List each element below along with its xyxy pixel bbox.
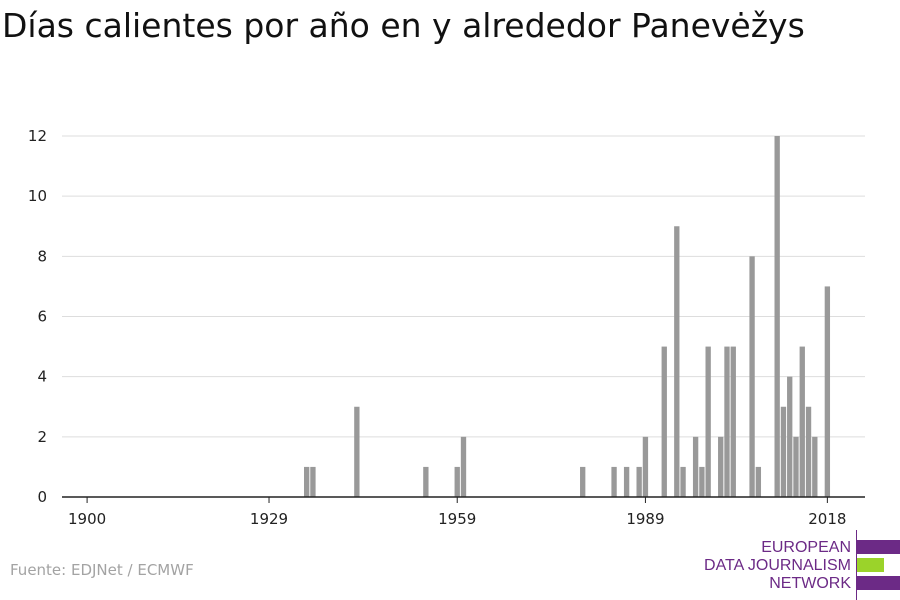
bar [674, 226, 680, 497]
bar [636, 466, 642, 497]
bar [692, 436, 699, 497]
y-tick-label: 4 [37, 368, 47, 386]
y-tick-label: 12 [28, 127, 47, 145]
bar [824, 286, 831, 497]
logo-line-3: NETWORK [769, 575, 851, 592]
y-tick-label: 2 [37, 428, 47, 446]
bar [454, 466, 460, 497]
y-tick-label: 6 [37, 308, 47, 326]
bar [310, 466, 316, 497]
bar [661, 346, 667, 497]
y-tick-label: 8 [37, 247, 47, 265]
y-tick-label: 10 [28, 187, 47, 205]
x-tick-label: 2018 [808, 510, 846, 528]
bar [730, 346, 736, 497]
source-note: Fuente: EDJNet / ECMWF [10, 561, 194, 579]
logo-line-2: DATA JOURNALISM [704, 557, 851, 574]
bar [699, 466, 705, 497]
chart-title: Días calientes por año en y alrededor Pa… [2, 6, 805, 45]
logo-line-1: EUROPEAN [761, 539, 851, 556]
bar [755, 466, 762, 497]
bar [680, 466, 686, 497]
bar [303, 466, 310, 497]
x-tick-label: 1959 [438, 510, 476, 528]
bar [705, 346, 711, 497]
bar [780, 406, 787, 497]
bar [749, 256, 755, 497]
bar [642, 436, 649, 497]
bar [724, 346, 730, 497]
logo-bar-purple-top [857, 540, 900, 554]
bar [580, 466, 586, 497]
x-tick-label: 1900 [68, 510, 106, 528]
bar [354, 406, 360, 497]
x-tick-label: 1989 [626, 510, 664, 528]
logo-divider [856, 530, 857, 600]
bar [460, 436, 467, 497]
bar [799, 346, 805, 497]
edjnet-logo: EUROPEAN DATA JOURNALISM NETWORK [700, 530, 900, 600]
logo-bar-purple-bottom [857, 576, 900, 590]
bar [718, 436, 724, 497]
bar [787, 376, 793, 497]
bar [774, 136, 780, 497]
bar [805, 406, 812, 497]
bar [611, 466, 617, 497]
bar [423, 466, 429, 497]
bar [623, 466, 630, 497]
x-tick-label: 1929 [250, 510, 288, 528]
logo-bar-green [857, 558, 884, 572]
bar [793, 436, 799, 497]
y-tick-label: 0 [37, 488, 47, 506]
bar [812, 436, 818, 497]
